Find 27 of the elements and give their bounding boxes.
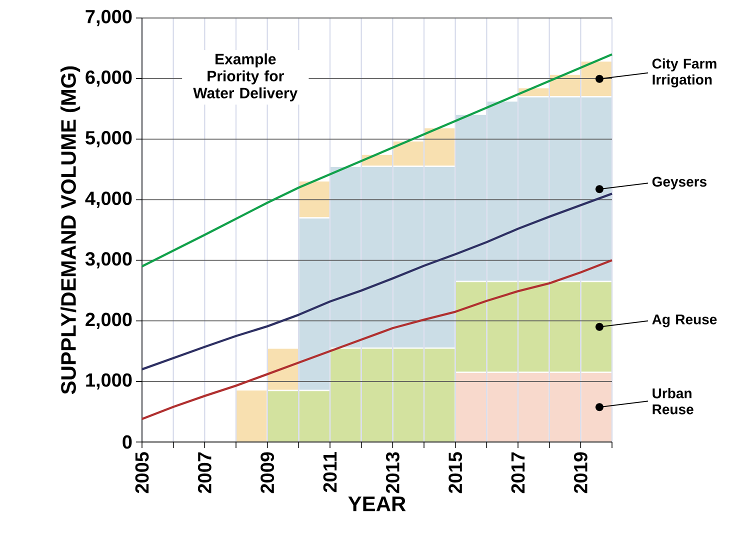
- text: City Farm Irrigation: [652, 58, 716, 88]
- y-tick-label: 0: [122, 435, 132, 449]
- x-tick-label: 2007: [198, 452, 212, 494]
- x-tick-label: 2019: [574, 452, 588, 494]
- text: Geysers: [652, 176, 707, 190]
- line-series: [140, 259, 614, 420]
- text: Ag Reuse: [652, 314, 717, 328]
- x-tick-label: 2005: [135, 452, 149, 494]
- y-tick-label: 5,000: [86, 131, 132, 148]
- x-tick-label: 2017: [511, 452, 525, 494]
- text: Urban Reuse: [652, 388, 694, 414]
- x-tick-label: 2009: [260, 452, 274, 494]
- annotation: Example Priority for Water Delivery: [193, 53, 298, 102]
- x-axis-title: YEAR: [348, 496, 406, 512]
- x-tick-label: 2015: [448, 452, 462, 494]
- y-axis-title: SUPPLY/DEMAND VOLUME (MG): [60, 66, 80, 394]
- line-series: [140, 53, 614, 268]
- y-tick-label: 7,000: [86, 10, 132, 26]
- bar: [235, 389, 268, 442]
- y-tick-label: 1,000: [86, 373, 132, 390]
- line-series: [140, 192, 614, 370]
- y-tick-label: 4,000: [85, 192, 132, 208]
- x-tick-label: 2011: [323, 452, 337, 492]
- y-tick-label: 3,000: [85, 252, 132, 268]
- y-tick-label: 2,000: [86, 312, 132, 329]
- y-tick-label: 6,000: [86, 70, 132, 87]
- x-tick-label: 2013: [386, 452, 400, 494]
